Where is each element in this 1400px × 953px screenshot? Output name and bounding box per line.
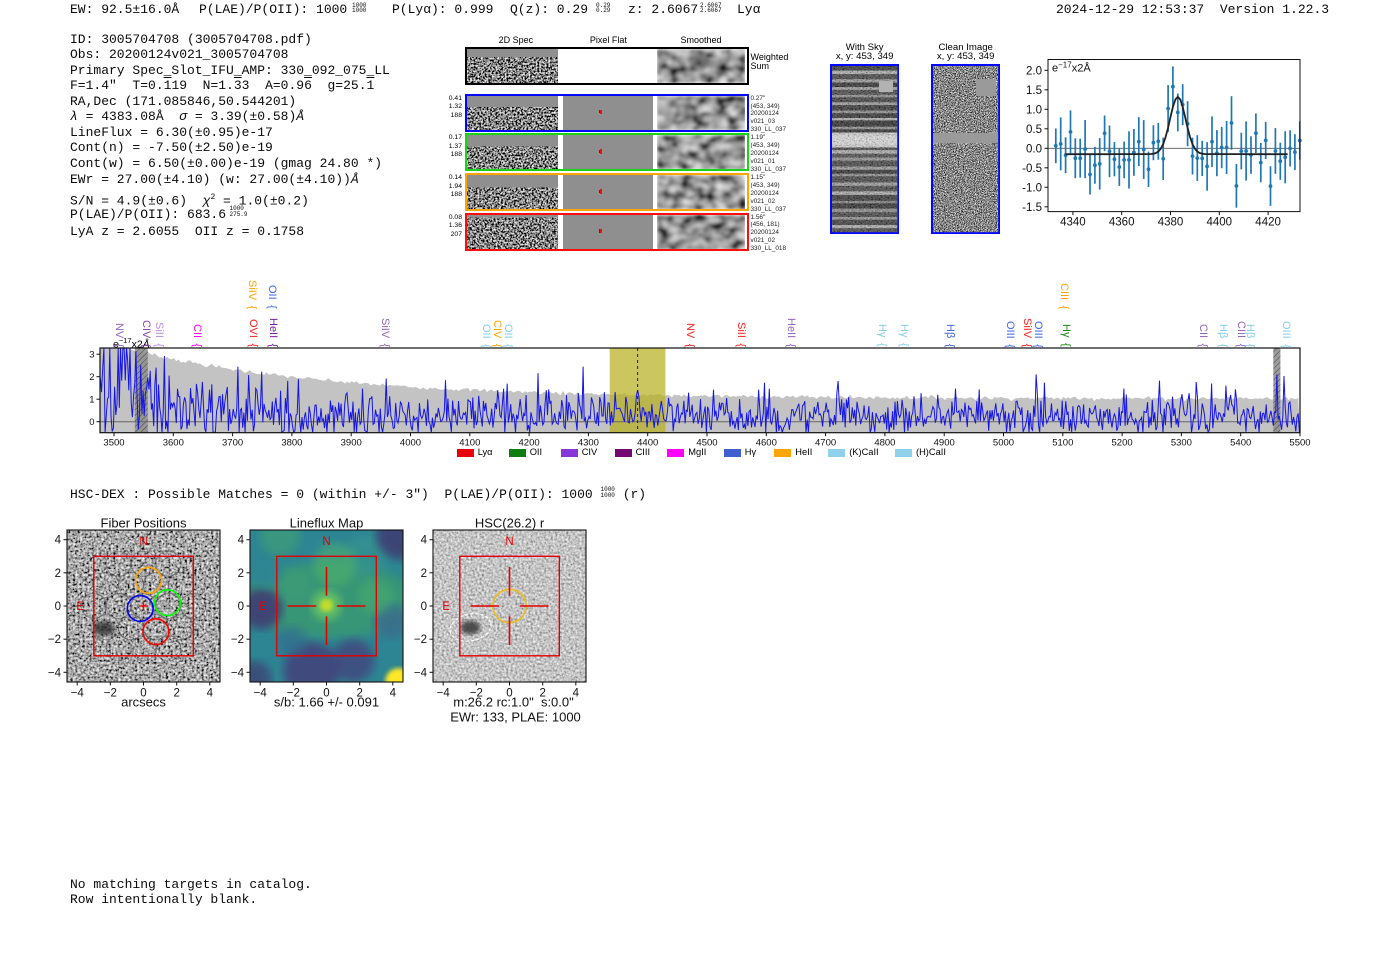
svg-text:E: E xyxy=(442,601,450,613)
svg-text:Lineflux Map: Lineflux Map xyxy=(290,516,364,531)
svg-text:4600: 4600 xyxy=(756,438,777,449)
svg-text:−2: −2 xyxy=(231,634,244,646)
svg-text:4360: 4360 xyxy=(1109,217,1135,229)
svg-text:2.0: 2.0 xyxy=(1026,65,1042,77)
svg-text:5400: 5400 xyxy=(1230,438,1251,449)
svg-text:5100: 5100 xyxy=(1052,438,1073,449)
svg-text:0: 0 xyxy=(421,601,427,613)
svg-text:-0.5: -0.5 xyxy=(1022,163,1042,175)
svg-text:N: N xyxy=(139,536,147,548)
svg-text:N: N xyxy=(505,536,513,548)
svg-text:4: 4 xyxy=(207,688,214,700)
svg-text:-1.5: -1.5 xyxy=(1022,202,1042,214)
svg-text:4700: 4700 xyxy=(815,438,836,449)
svg-text:Fiber Positions: Fiber Positions xyxy=(101,516,187,531)
svg-text:4380: 4380 xyxy=(1158,217,1184,229)
svg-text:s/b: 1.66 +/- 0.091: s/b: 1.66 +/- 0.091 xyxy=(274,695,379,710)
svg-text:−4: −4 xyxy=(71,688,85,700)
svg-text:4: 4 xyxy=(573,688,580,700)
svg-text:4420: 4420 xyxy=(1255,217,1281,229)
svg-text:3700: 3700 xyxy=(222,438,243,449)
svg-text:3: 3 xyxy=(89,350,94,361)
svg-text:E: E xyxy=(259,601,267,613)
svg-text:HSC(26.2) r: HSC(26.2) r xyxy=(475,516,545,531)
svg-text:e−17x2Å: e−17x2Å xyxy=(1052,61,1091,75)
svg-text:4: 4 xyxy=(390,688,397,700)
svg-text:−4: −4 xyxy=(231,667,245,679)
svg-text:4400: 4400 xyxy=(637,438,658,449)
svg-text:0: 0 xyxy=(323,688,329,700)
svg-text:3600: 3600 xyxy=(163,438,184,449)
svg-text:2: 2 xyxy=(89,372,94,383)
svg-text:4: 4 xyxy=(421,535,428,547)
svg-text:−2: −2 xyxy=(48,634,61,646)
svg-text:4000: 4000 xyxy=(400,438,421,449)
svg-text:m:26.2 rc:1.0" s:0.0": m:26.2 rc:1.0" s:0.0" xyxy=(453,695,574,710)
svg-text:−4: −4 xyxy=(414,667,428,679)
svg-text:−2: −2 xyxy=(470,688,483,700)
svg-text:arcsecs: arcsecs xyxy=(121,695,166,710)
svg-text:5300: 5300 xyxy=(1171,438,1192,449)
svg-text:4: 4 xyxy=(238,535,245,547)
svg-text:EWr: 133, PLAE: 1000: EWr: 133, PLAE: 1000 xyxy=(450,710,581,725)
svg-text:−2: −2 xyxy=(414,634,427,646)
svg-text:N: N xyxy=(322,536,330,548)
svg-text:4200: 4200 xyxy=(519,438,540,449)
svg-text:1: 1 xyxy=(89,395,94,406)
svg-text:3800: 3800 xyxy=(281,438,302,449)
svg-text:4340: 4340 xyxy=(1060,217,1086,229)
svg-text:2: 2 xyxy=(55,568,61,580)
svg-text:2: 2 xyxy=(238,568,244,580)
svg-text:-1.0: -1.0 xyxy=(1022,182,1042,194)
svg-text:E: E xyxy=(76,601,84,613)
svg-text:0.5: 0.5 xyxy=(1026,124,1042,136)
svg-text:0: 0 xyxy=(506,688,512,700)
svg-text:1.0: 1.0 xyxy=(1026,104,1042,116)
svg-text:−2: −2 xyxy=(287,688,300,700)
svg-text:5200: 5200 xyxy=(1112,438,1133,449)
svg-text:0.0: 0.0 xyxy=(1026,143,1042,155)
svg-text:3500: 3500 xyxy=(103,438,124,449)
svg-text:3900: 3900 xyxy=(341,438,362,449)
svg-text:0: 0 xyxy=(140,688,146,700)
svg-text:−4: −4 xyxy=(48,667,62,679)
svg-text:4500: 4500 xyxy=(696,438,717,449)
svg-text:4800: 4800 xyxy=(874,438,895,449)
svg-text:2: 2 xyxy=(539,688,545,700)
svg-text:−4: −4 xyxy=(437,688,451,700)
svg-text:0: 0 xyxy=(55,601,61,613)
svg-text:1.5: 1.5 xyxy=(1026,85,1042,97)
svg-text:2: 2 xyxy=(173,688,179,700)
svg-text:5000: 5000 xyxy=(993,438,1014,449)
svg-text:5500: 5500 xyxy=(1289,438,1310,449)
svg-text:2: 2 xyxy=(356,688,362,700)
svg-text:−2: −2 xyxy=(104,688,117,700)
svg-text:4900: 4900 xyxy=(934,438,955,449)
svg-text:−4: −4 xyxy=(254,688,268,700)
svg-text:0: 0 xyxy=(238,601,244,613)
svg-text:4100: 4100 xyxy=(459,438,480,449)
svg-text:2: 2 xyxy=(421,568,427,580)
svg-text:4300: 4300 xyxy=(578,438,599,449)
svg-text:0: 0 xyxy=(89,417,94,428)
svg-text:4400: 4400 xyxy=(1207,217,1233,229)
svg-text:4: 4 xyxy=(55,535,62,547)
